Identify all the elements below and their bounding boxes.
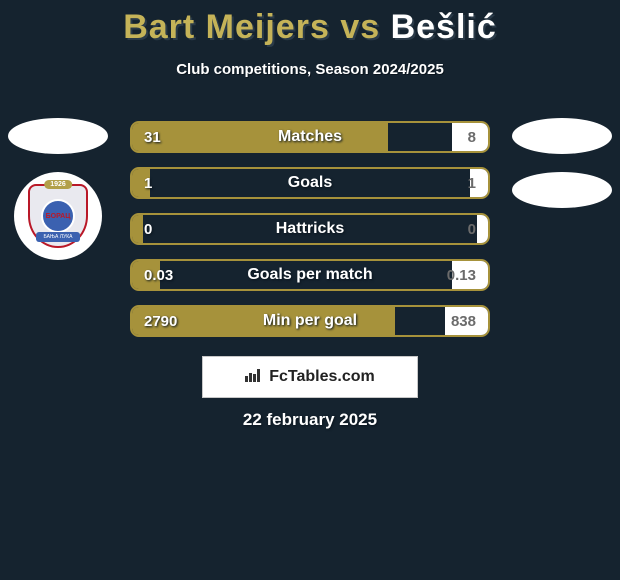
subtitle: Club competitions, Season 2024/2025: [0, 61, 620, 78]
stat-label: Goals per match: [132, 261, 488, 289]
stat-row: 31Matches8: [130, 121, 490, 153]
stat-left-value: 0.03: [144, 261, 173, 289]
team-badge-placeholder-icon: [8, 118, 108, 154]
stat-left-value: 1: [144, 169, 152, 197]
stat-right-value: 0.13: [447, 261, 476, 289]
page-title: Bart Meijers vs Bešlić: [0, 0, 620, 47]
stat-label: Matches: [132, 123, 488, 151]
team-badge-placeholder-icon: [512, 118, 612, 154]
stat-label: Hattricks: [132, 215, 488, 243]
stat-right-value: 8: [468, 123, 476, 151]
crest-shape: 1926 БОРАЦ БАЊА ЛУКА: [28, 184, 88, 248]
stats-comparison: 31Matches8 1Goals1 0Hattricks0 0.03Goals pe…: [130, 121, 490, 351]
player2-name: Bešlić: [391, 8, 497, 46]
brand-box[interactable]: FcTables.com: [202, 356, 418, 398]
stat-left-value: 31: [144, 123, 161, 151]
left-badges-column: 1926 БОРАЦ БАЊА ЛУКА: [8, 118, 108, 260]
stat-label: Min per goal: [132, 307, 488, 335]
stat-row: 0Hattricks0: [130, 213, 490, 245]
stat-row: 1Goals1: [130, 167, 490, 199]
brand-text: FcTables.com: [269, 368, 375, 386]
club-crest-icon: 1926 БОРАЦ БАЊА ЛУКА: [14, 172, 102, 260]
date-text: 22 february 2025: [0, 410, 620, 430]
stat-row: 2790Min per goal838: [130, 305, 490, 337]
stat-left-value: 0: [144, 215, 152, 243]
stat-right-value: 1: [468, 169, 476, 197]
vs-text: vs: [340, 8, 380, 46]
team-badge-placeholder-icon: [512, 172, 612, 208]
stat-right-value: 838: [451, 307, 476, 335]
right-badges-column: [512, 118, 612, 226]
crest-inner: БОРАЦ: [41, 199, 75, 233]
stat-row: 0.03Goals per match0.13: [130, 259, 490, 291]
chart-icon: [245, 368, 263, 387]
stat-right-value: 0: [468, 215, 476, 243]
player1-name: Bart Meijers: [123, 8, 330, 46]
crest-ribbon: БАЊА ЛУКА: [36, 232, 80, 242]
crest-year: 1926: [44, 180, 72, 189]
stat-label: Goals: [132, 169, 488, 197]
stat-left-value: 2790: [144, 307, 177, 335]
